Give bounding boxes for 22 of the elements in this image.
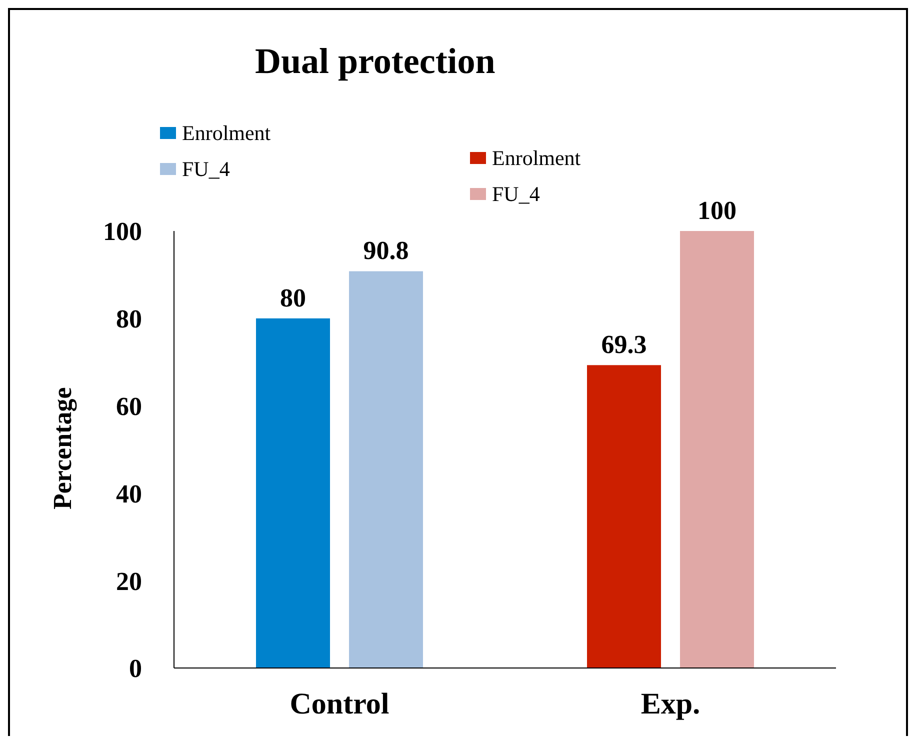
x-tick-label: Control <box>290 687 390 720</box>
y-tick-label: 40 <box>116 479 142 508</box>
chart-title: Dual protection <box>255 40 496 82</box>
y-axis-title: Percentage <box>48 387 78 510</box>
bar <box>256 318 330 668</box>
data-label: 100 <box>698 196 736 225</box>
bar <box>349 271 423 668</box>
text: Enrolment <box>182 120 271 144</box>
data-label: 80 <box>280 283 306 312</box>
y-tick-label: 60 <box>116 392 142 422</box>
bar <box>680 231 754 668</box>
y-tick-label: 0 <box>129 654 142 684</box>
x-tick-label: Exp. <box>640 687 700 720</box>
data-label: 69.3 <box>601 330 647 360</box>
text: FU_4 <box>182 156 230 180</box>
data-label: 90.8 <box>363 236 409 266</box>
legend-label: Enrolment <box>492 146 581 170</box>
y-tick-label: 20 <box>116 566 142 596</box>
y-tick-label: 80 <box>116 304 142 334</box>
y-tick-label: 100 <box>103 217 142 246</box>
legend-label: FU_4 <box>492 182 540 206</box>
bar <box>587 365 661 668</box>
